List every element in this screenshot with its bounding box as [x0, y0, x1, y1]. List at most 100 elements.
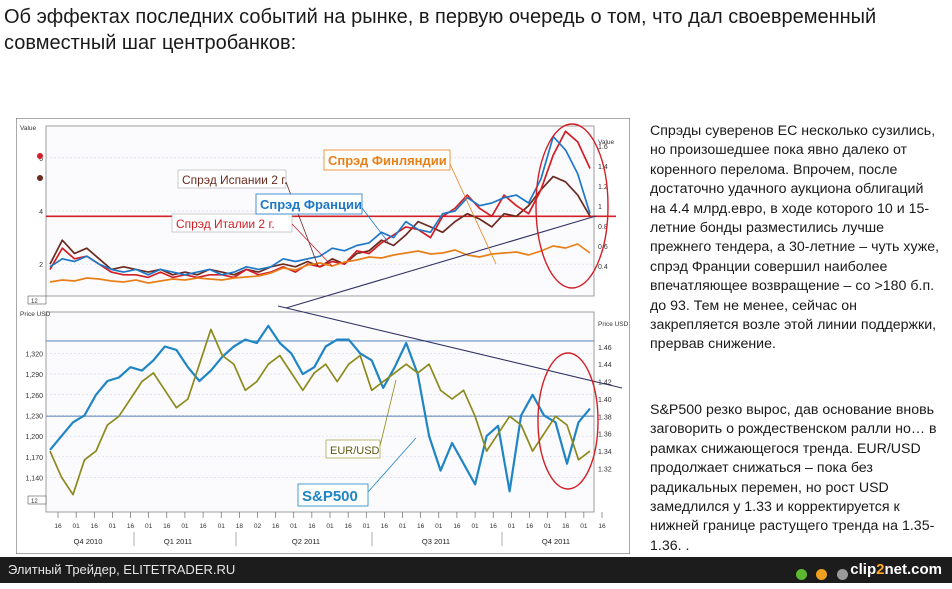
top-left-tick: 4	[39, 209, 43, 216]
commentary-sp500: S&P500 резко вырос, дав основание вновь …	[650, 402, 937, 554]
label-spain: Спрэд Испании 2 г.	[177, 169, 319, 267]
series-line-франции	[49, 135, 591, 276]
top-left-tick: 6	[39, 156, 43, 163]
bottom-left-tick: 1,320	[25, 351, 43, 358]
svg-text:Спрэд Франции: Спрэд Франции	[260, 197, 362, 212]
x-tick-label: 01	[73, 523, 81, 530]
bottom-right-tick: 1.38	[598, 414, 612, 421]
label-finland: Спрэд Финляндии	[323, 149, 497, 265]
x-tick-label: 16	[562, 523, 570, 530]
bottom-left-tick: 1,140	[25, 476, 43, 483]
x-tick-label: 16	[598, 523, 606, 530]
highlight-circle-sp500	[537, 352, 599, 490]
headline: Об эффектах последних событий на рынке, …	[4, 6, 877, 54]
bottom-right-tick: 1.42	[598, 380, 612, 387]
x-tick-label: 16	[272, 523, 280, 530]
x-tick-label: 01	[508, 523, 516, 530]
bottom-left-tick: 1,170	[25, 455, 43, 462]
top-right-tick: 0.4	[598, 264, 608, 271]
x-tick-label: 01	[290, 523, 298, 530]
bottom-right-tick: 1.40	[598, 397, 612, 404]
x-tick-label: 02	[254, 523, 262, 530]
bottom-right-tick: 1.32	[598, 467, 612, 474]
x-tick-label: 01	[544, 523, 552, 530]
top-left-tick: 2	[39, 262, 43, 269]
quarter-label: Q4 2010	[74, 537, 103, 546]
footer-icons	[790, 563, 848, 589]
top-series-lines	[49, 130, 591, 284]
top-left-axis-title: Value	[20, 125, 37, 132]
bottom-right-axis-title: Price USD	[598, 321, 629, 328]
x-axis: 16 01 16 01 16 01 16 01 16 01 18 02 16 01 16 01 16 01 16 01…	[54, 512, 606, 546]
x-tick-label: 16	[417, 523, 425, 530]
axis-marker	[37, 153, 43, 159]
svg-text:S&P500: S&P500	[302, 488, 358, 505]
x-tick-label: 01	[218, 523, 226, 530]
x-tick-label: 01	[399, 523, 407, 530]
x-tick-label: 01	[326, 523, 334, 530]
label-sp500: S&P500	[297, 437, 417, 507]
x-tick-label: 01	[435, 523, 443, 530]
axis-marker	[37, 175, 43, 181]
top-right-tick: 1.6	[598, 144, 608, 151]
quarter-label: Q3 2011	[422, 537, 450, 546]
label-eurusd: EUR/USD	[325, 379, 397, 459]
svg-text:Спрэд Италии 2 г.: Спрэд Италии 2 г.	[176, 217, 275, 231]
top-right-tick: 1.2	[598, 184, 608, 191]
x-tick-label: 01	[580, 523, 588, 530]
bottom-badge: 12	[31, 499, 38, 505]
commentary-spreads: Спрэды суверенов ЕС несколько сузились, …	[650, 123, 940, 353]
x-tick-label: 16	[381, 523, 389, 530]
x-tick-label: 18	[236, 523, 244, 530]
x-tick-label: 16	[91, 523, 99, 530]
bottom-right-tick: 1.36	[598, 432, 612, 439]
footer-bar: Элитный Трейдер, ELITETRADER.RU clip2net…	[0, 557, 952, 583]
svg-text:EUR/USD: EUR/USD	[330, 445, 380, 457]
spread-chart-panel: Value Value 642 1.61.41.210.80.60.4 12 P…	[16, 118, 630, 554]
quarter-label: Q1 2011	[164, 537, 192, 546]
x-tick-label: 16	[490, 523, 498, 530]
top-right-axis-title: Value	[598, 139, 615, 146]
x-tick-label: 16	[453, 523, 461, 530]
bottom-left-tick-labels: 1,320 1,290 1,260 1,230 1,200 1,170 1,140	[25, 351, 43, 482]
series-line-финляндии	[49, 243, 591, 284]
x-tick-label: 01	[471, 523, 479, 530]
svg-text:Спрэд Испании 2 г.: Спрэд Испании 2 г.	[182, 173, 287, 187]
x-tick-label: 16	[308, 523, 316, 530]
bottom-series-lines	[49, 324, 591, 496]
footer-source: Элитный Трейдер, ELITETRADER.RU	[8, 562, 236, 577]
top-left-tick-labels: 6 4 2	[37, 153, 43, 269]
series-line-eurusd	[49, 328, 591, 496]
label-italy: Спрэд Италии 2 г.	[171, 213, 333, 267]
bottom-left-tick: 1,200	[25, 434, 43, 441]
x-tick-label: 16	[163, 523, 171, 530]
x-tick-label: 16	[54, 523, 62, 530]
quarter-label: Q2 2011	[292, 537, 320, 546]
clip2net-logo: clip2net.com	[850, 561, 942, 578]
bottom-plot-area	[45, 311, 595, 513]
x-tick-label: 16	[526, 523, 534, 530]
bottom-left-tick: 1,260	[25, 393, 43, 400]
series-line-италии	[49, 130, 591, 279]
series-line-sp500	[49, 324, 591, 493]
bottom-grid	[46, 340, 594, 478]
orange-dot-icon	[816, 569, 828, 580]
top-badge: 12	[31, 299, 38, 305]
label-france: Спрэд Франции	[255, 193, 389, 243]
x-tick-label: 16	[345, 523, 353, 530]
gray-dot-icon	[837, 569, 848, 580]
top-right-tick: 0.8	[598, 224, 608, 231]
resistance-trend-line	[277, 305, 623, 389]
bottom-right-tick-labels: 1.46 1.44 1.42 1.40 1.38 1.36 1.34 1.32	[598, 345, 612, 474]
x-tick-label: 16	[127, 523, 135, 530]
x-tick-label: 01	[109, 523, 117, 530]
top-right-tick: 1.4	[598, 164, 608, 171]
green-dot-icon	[795, 569, 807, 580]
bottom-left-tick: 1,290	[25, 372, 43, 379]
top-right-tick: 1	[598, 204, 602, 211]
quarter-label: Q4 2011	[542, 537, 570, 546]
bottom-left-axis-title: Price USD	[20, 311, 51, 318]
x-tick-label: 01	[145, 523, 153, 530]
highlight-circle-spreads	[535, 123, 609, 289]
top-badge-box	[27, 295, 47, 305]
